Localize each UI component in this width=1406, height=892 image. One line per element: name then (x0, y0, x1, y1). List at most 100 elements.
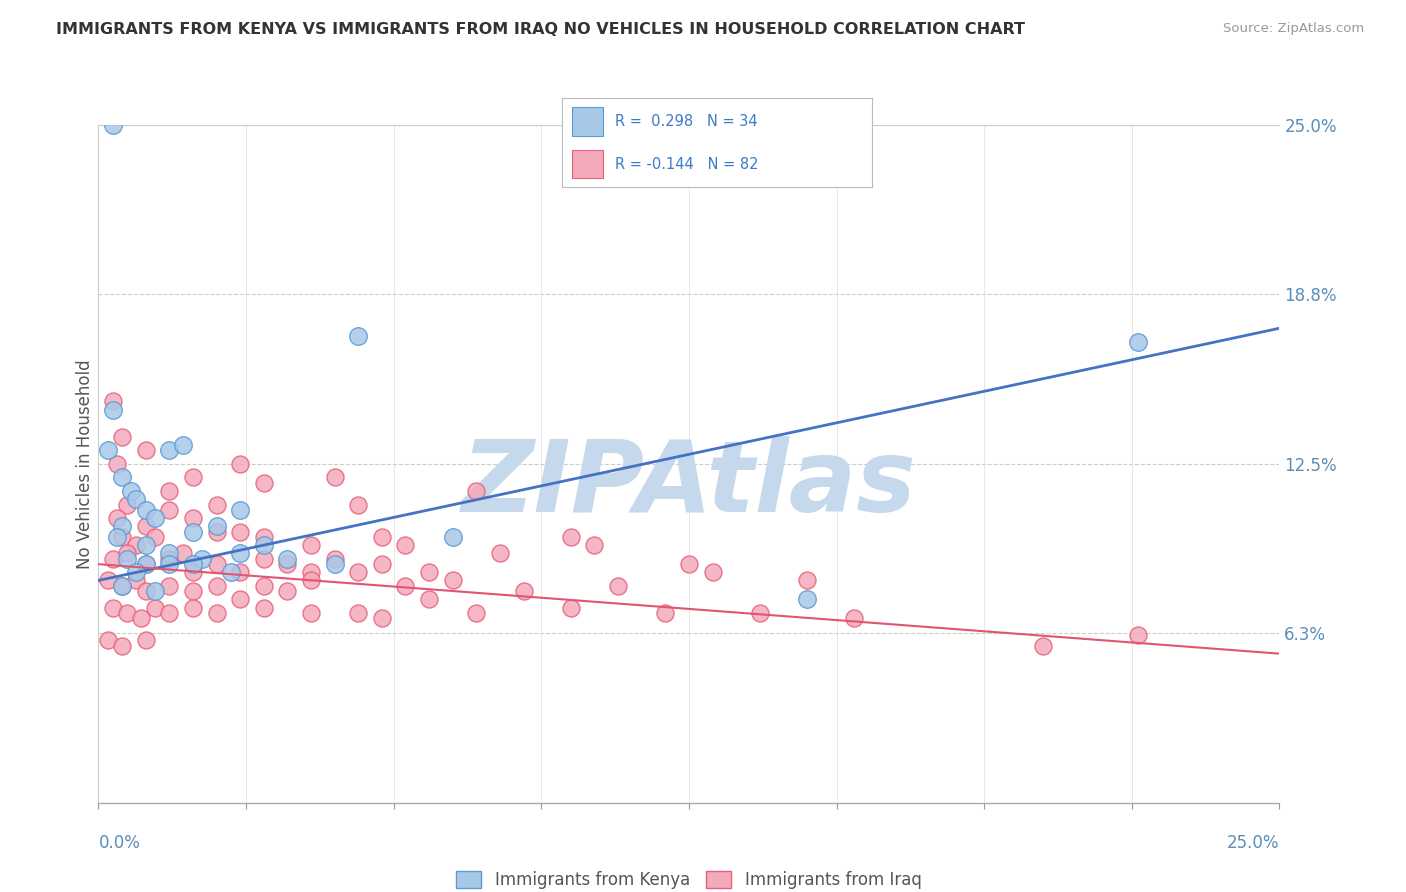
Point (205, 557, 228, 571)
Point (371, 557, 394, 571)
Point (441, 530, 464, 544)
Point (1032, 639, 1054, 653)
Point (276, 551, 298, 566)
Point (371, 530, 394, 544)
Point (157, 503, 180, 517)
Point (135, 503, 157, 517)
Point (253, 600, 276, 615)
Point (111, 430, 134, 444)
Point (181, 566, 204, 580)
Point (125, 566, 148, 580)
Point (560, 530, 582, 544)
Point (105, 511, 128, 525)
Point (229, 566, 252, 580)
Point (465, 606, 488, 620)
Point (125, 538, 148, 552)
Point (143, 511, 166, 525)
Point (157, 443, 180, 458)
Point (229, 503, 252, 517)
Point (111, 470, 134, 484)
Point (135, 519, 157, 533)
Text: R =  0.298   N = 34: R = 0.298 N = 34 (614, 114, 758, 128)
Point (101, 600, 124, 615)
Point (205, 519, 228, 533)
Point (181, 511, 204, 525)
Point (101, 402, 124, 417)
Point (347, 329, 370, 343)
Point (219, 566, 242, 580)
Point (105, 530, 128, 544)
Point (299, 606, 322, 620)
Point (229, 457, 252, 471)
Point (748, 606, 770, 620)
Point (135, 584, 157, 599)
Point (135, 557, 157, 571)
Point (323, 551, 346, 566)
Point (111, 639, 134, 653)
Point (347, 566, 370, 580)
Point (489, 546, 512, 560)
Point (121, 483, 143, 498)
Point (115, 546, 138, 560)
Point (101, 551, 124, 566)
Point (135, 443, 157, 458)
Text: ZIPAtlas: ZIPAtlas (461, 435, 917, 533)
Point (299, 538, 322, 552)
Point (205, 524, 228, 539)
Point (229, 592, 252, 607)
Point (172, 546, 194, 560)
Point (111, 530, 134, 544)
Point (276, 584, 298, 599)
Point (253, 475, 276, 490)
Point (135, 538, 157, 552)
Point (115, 498, 138, 512)
Bar (572, 150, 603, 178)
Point (796, 592, 818, 607)
Text: Source: ZipAtlas.com: Source: ZipAtlas.com (1223, 22, 1364, 36)
Point (181, 470, 204, 484)
Point (115, 606, 138, 620)
Point (135, 557, 157, 571)
Point (323, 470, 346, 484)
Point (323, 557, 346, 571)
Point (371, 611, 394, 625)
Point (105, 457, 128, 471)
Point (205, 498, 228, 512)
Point (253, 530, 276, 544)
Point (181, 600, 204, 615)
Point (97, 574, 120, 588)
Point (678, 557, 700, 571)
Point (583, 538, 606, 552)
Point (205, 606, 228, 620)
Point (101, 394, 124, 409)
Point (844, 611, 866, 625)
Text: 25.0%: 25.0% (1227, 834, 1279, 852)
Text: 0.0%: 0.0% (98, 834, 141, 852)
Point (205, 579, 228, 593)
Point (181, 584, 204, 599)
Point (172, 438, 194, 452)
Point (560, 600, 582, 615)
Point (394, 538, 416, 552)
Point (394, 579, 416, 593)
Point (157, 483, 180, 498)
Point (654, 606, 676, 620)
Point (157, 551, 180, 566)
Point (276, 557, 298, 571)
Point (441, 574, 464, 588)
Point (157, 606, 180, 620)
Point (97, 633, 120, 648)
Point (1126, 628, 1149, 642)
Point (299, 574, 322, 588)
Point (111, 519, 134, 533)
Point (347, 498, 370, 512)
Legend: Immigrants from Kenya, Immigrants from Iraq: Immigrants from Kenya, Immigrants from I… (450, 864, 928, 892)
Point (143, 584, 166, 599)
Point (157, 557, 180, 571)
Point (181, 524, 204, 539)
Point (465, 483, 488, 498)
Point (181, 557, 204, 571)
Point (129, 611, 152, 625)
Point (157, 546, 180, 560)
Point (418, 592, 440, 607)
